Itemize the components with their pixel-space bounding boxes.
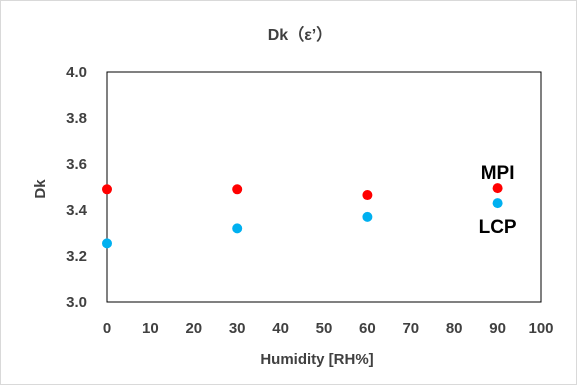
mpi-data-point	[232, 184, 243, 195]
x-tick-label: 70	[402, 320, 419, 337]
y-tick-label: 4.0	[66, 64, 87, 81]
x-tick-label: 60	[359, 320, 376, 337]
x-axis-title: Humidity [RH%]	[260, 351, 373, 368]
y-axis-ticks: 3.0 3.2 3.4 3.6 3.8 4.0	[66, 64, 88, 311]
y-tick-label: 3.0	[66, 294, 87, 311]
x-tick-label: 10	[142, 320, 159, 337]
x-tick-label: 40	[272, 320, 289, 337]
mpi-series-label: MPI	[481, 163, 515, 184]
x-axis-ticks: 0 10 20 30 40 50 60 70 80 90 100	[103, 320, 554, 337]
mpi-data-point	[102, 184, 112, 195]
y-tick-label: 3.2	[66, 248, 87, 265]
x-tick-label: 90	[489, 320, 506, 337]
x-tick-label: 0	[103, 320, 111, 337]
x-tick-label: 30	[229, 320, 246, 337]
mpi-data-point	[492, 183, 503, 194]
mpi-data-point	[362, 190, 373, 201]
y-tick-label: 3.4	[66, 202, 88, 219]
y-axis-title: Dk	[32, 179, 49, 199]
lcp-data-point	[232, 223, 243, 234]
y-tick-label: 3.6	[66, 156, 87, 173]
series-annotations: MPI LCP	[479, 163, 517, 238]
x-tick-label: 100	[528, 320, 553, 337]
data-points	[102, 183, 503, 249]
plot-area	[106, 71, 542, 303]
lcp-data-point	[102, 238, 112, 249]
lcp-data-point	[492, 198, 503, 209]
x-tick-label: 50	[316, 320, 333, 337]
lcp-data-point	[362, 211, 373, 222]
y-tick-label: 3.8	[66, 110, 87, 127]
chart-title: Dk（ε’）	[268, 26, 333, 44]
lcp-series-label: LCP	[479, 217, 517, 238]
x-tick-label: 80	[446, 320, 463, 337]
x-tick-label: 20	[185, 320, 202, 337]
